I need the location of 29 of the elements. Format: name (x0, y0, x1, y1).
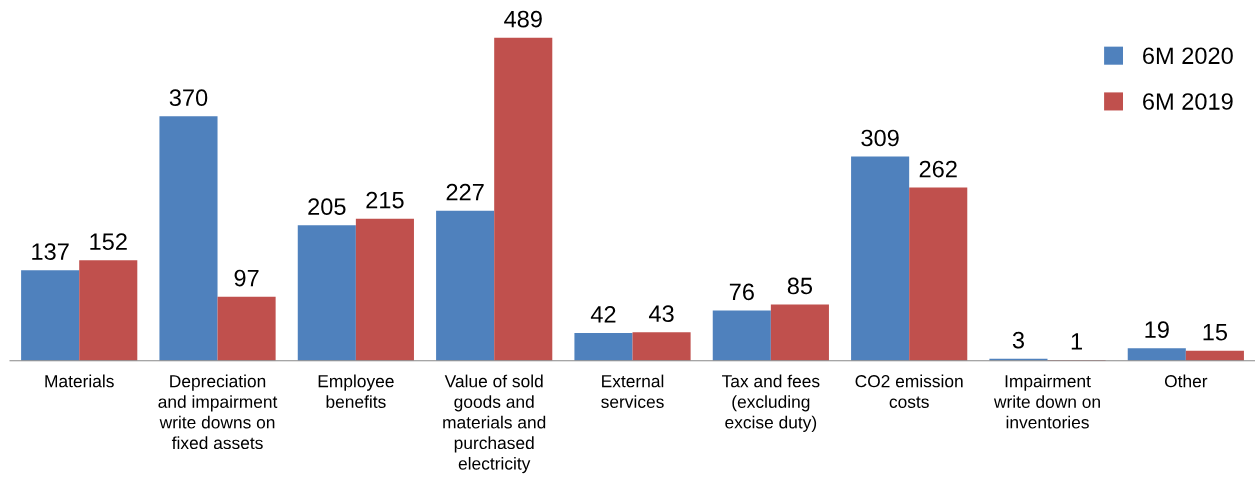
x-tick-label: Materials (45, 374, 114, 388)
data-label: 489 (504, 10, 542, 28)
data-label: 42 (590, 306, 616, 323)
data-label: 215 (366, 191, 404, 209)
data-label: 76 (729, 283, 754, 301)
data-label: 137 (32, 243, 69, 260)
data-label: 205 (308, 198, 346, 216)
x-tick-label: Depreciation and impairment write downs on fixed assets (158, 374, 278, 450)
legend-label: 6M 2020 (1143, 47, 1233, 65)
data-label: 309 (861, 129, 899, 147)
x-tick-label: Tax and fees (excluding excise duty) (722, 374, 820, 432)
x-tick-label: External services (601, 374, 664, 408)
data-label: 85 (787, 277, 813, 295)
legend-label: 6M 2019 (1143, 93, 1233, 110)
data-label: 3 (1012, 331, 1024, 349)
x-tick-label: Other (1164, 374, 1208, 388)
x-tick-label: Impairment write down on inventories (993, 374, 1100, 429)
data-label: 43 (648, 305, 674, 323)
data-label: 370 (169, 89, 208, 107)
data-label: 227 (446, 183, 484, 201)
data-label: 97 (234, 269, 259, 287)
data-label: 19 (1145, 321, 1169, 338)
x-tick-label: Value of sold goods and materials and purchased electricity (443, 374, 546, 474)
x-tick-label: Employee benefits (318, 374, 394, 408)
data-label: 15 (1203, 324, 1228, 341)
data-label: 1 (1071, 333, 1082, 350)
data-label: 262 (919, 160, 957, 178)
data-label: 152 (90, 233, 127, 251)
x-tick-label: CO2 emission costs (855, 374, 963, 408)
